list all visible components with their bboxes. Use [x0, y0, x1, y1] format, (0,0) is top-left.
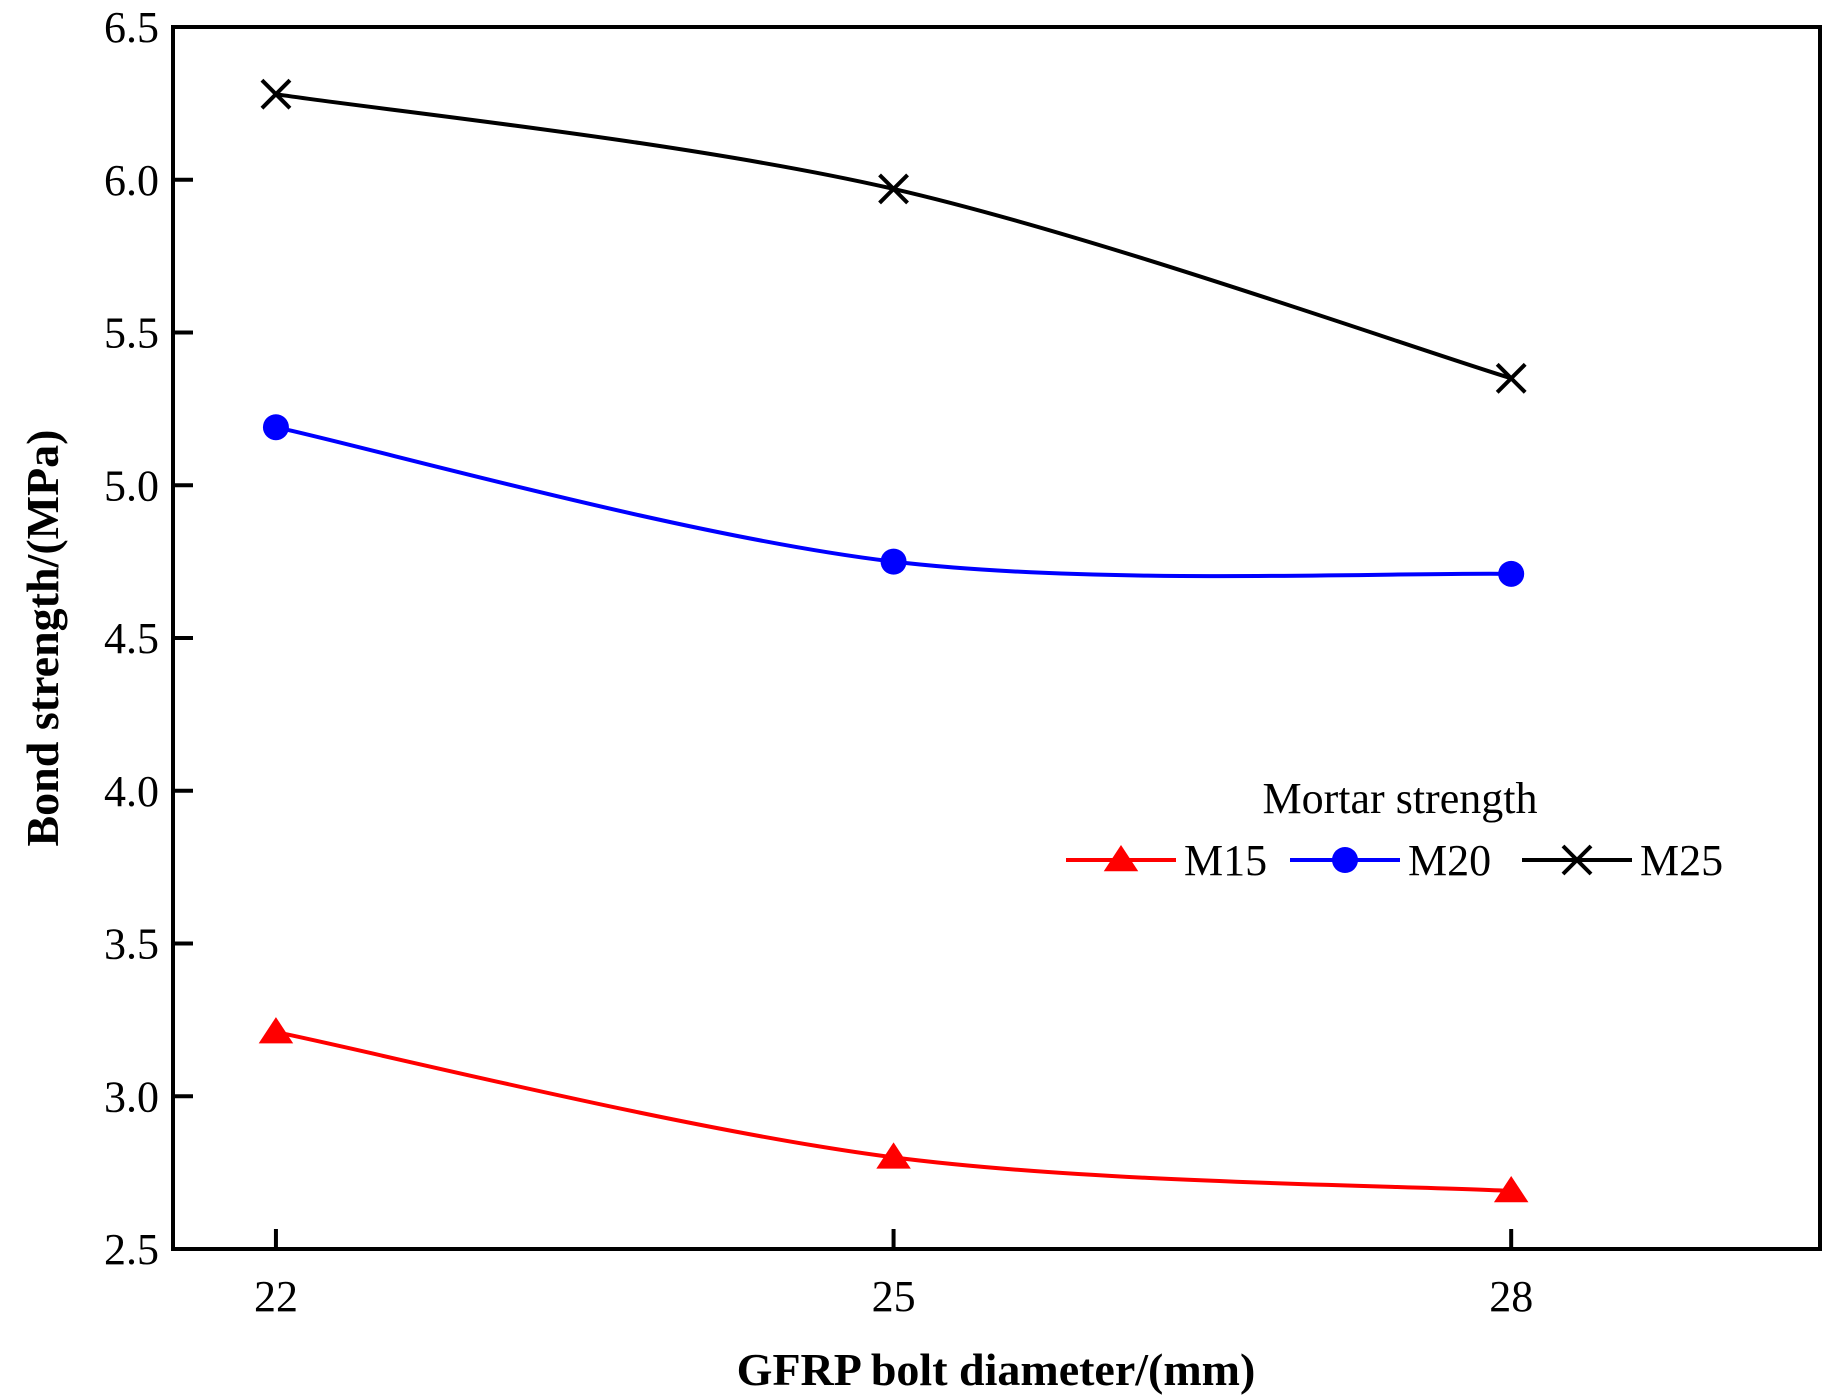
- x-tick-label-2: 28: [1489, 1272, 1533, 1321]
- point-M25-28: [1495, 362, 1527, 394]
- x-tick-label-1: 25: [872, 1272, 916, 1321]
- point-M15-28: [1493, 1175, 1529, 1203]
- point-M25-22: [260, 78, 292, 110]
- legend-marker-M20: [1332, 847, 1358, 873]
- point-M15-25: [876, 1142, 911, 1169]
- legend-marker-M15: [1103, 845, 1139, 872]
- y-tick-label-2: 3.5: [104, 920, 159, 969]
- point-M20-28: [1498, 560, 1525, 587]
- legend-title: Mortar strength: [1263, 774, 1538, 823]
- legend-label-M25: M25: [1640, 836, 1723, 885]
- y-tick-label-4: 4.5: [104, 614, 159, 663]
- y-tick-label-7: 6.0: [104, 156, 159, 205]
- series-layer: [258, 78, 1529, 1203]
- point-M15-22: [258, 1017, 294, 1044]
- y-tick-label-6: 5.5: [104, 309, 159, 358]
- y-tick-label-0: 2.5: [104, 1225, 159, 1274]
- x-tick-label-0: 22: [254, 1272, 298, 1321]
- x-axis-title: GFRP bolt diameter/(mm): [737, 1344, 1256, 1395]
- legend-label-M15: M15: [1184, 836, 1267, 885]
- y-axis-ticks: 2.5 3.0 3.5 4.0 4.5 5.0 5.5 6.0 6.5: [104, 3, 193, 1274]
- point-M20-25: [880, 548, 907, 575]
- y-axis-title: Bond strength/(MPa): [17, 430, 68, 847]
- y-tick-label-1: 3.0: [104, 1072, 159, 1121]
- y-tick-label-5: 5.0: [104, 461, 159, 510]
- legend-marker-M25: [1561, 844, 1593, 876]
- point-M25-25: [878, 173, 909, 205]
- legend-label-M20: M20: [1408, 836, 1491, 885]
- series-line-M25: [275, 92, 1512, 381]
- y-tick-label-3: 4.0: [104, 767, 159, 816]
- y-tick-label-8: 6.5: [104, 3, 159, 52]
- point-M20-22: [262, 414, 289, 441]
- legend: Mortar strength M15 M20 M25: [1066, 774, 1723, 885]
- x-axis-ticks: 22 25 28: [254, 1229, 1533, 1321]
